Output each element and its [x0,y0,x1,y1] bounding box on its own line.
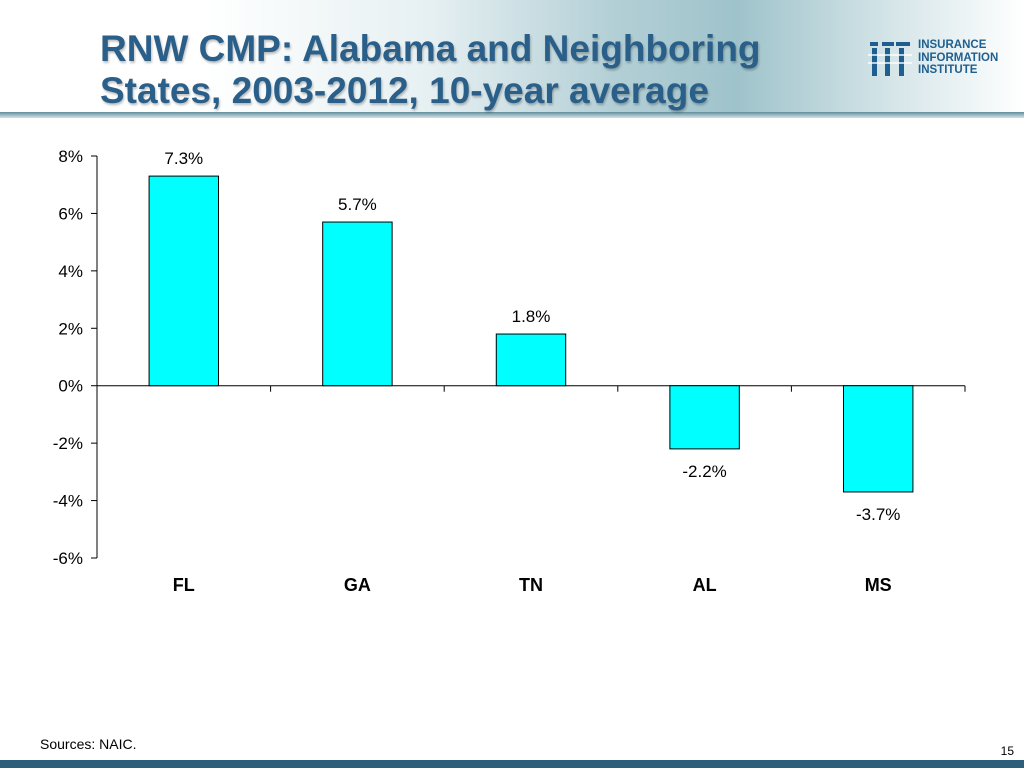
logo-text: INSURANCE INFORMATION INSTITUTE [918,39,998,77]
bar [842,385,914,493]
logo-line-1: INSURANCE [918,39,987,51]
y-tick-label: -4% [53,492,83,511]
y-tick-label: 2% [58,319,83,338]
title-line-1: RNW CMP: Alabama and Neighboring [100,28,761,69]
header-band [0,0,1024,118]
data-label: 1.8% [512,307,551,326]
data-label: 7.3% [164,149,203,168]
footer-bar [0,760,1024,768]
iii-logo-icon [868,42,912,76]
bar [322,221,393,387]
title-line-2: States, 2003-2012, 10-year average [100,70,709,111]
y-tick-label: 4% [58,262,83,281]
logo-line-2: INFORMATION [918,51,999,64]
category-label: FL [173,575,195,595]
y-tick-label: -2% [53,434,83,453]
y-tick-label: 8% [58,147,83,166]
bar [669,385,740,450]
data-label: -3.7% [856,505,900,524]
category-label: GA [344,575,371,595]
y-tick-label: -6% [53,549,83,568]
header-divider [0,112,1024,118]
bar-chart: 8% 6% 4% 2% 0% -2% -4% -6% 7.3% FL 5.7% GA 1.8% TN -2.… [53,147,966,595]
category-label: MS [865,575,892,595]
page-number: 15 [1000,744,1014,758]
data-label: 5.7% [338,195,377,214]
y-tick-label: 6% [58,204,83,223]
bar [148,175,220,387]
iii-logo: INSURANCE INFORMATION INSTITUTE [868,38,1018,82]
category-label: AL [693,575,717,595]
y-tick-label: 0% [58,377,83,396]
bar [495,333,567,387]
page-title: RNW CMP: Alabama and Neighboring States,… [100,28,840,112]
category-label: TN [519,575,543,595]
logo-line-3: INSTITUTE [918,64,978,76]
source-note: Sources: NAIC. [40,736,137,752]
data-label: -2.2% [682,462,726,481]
